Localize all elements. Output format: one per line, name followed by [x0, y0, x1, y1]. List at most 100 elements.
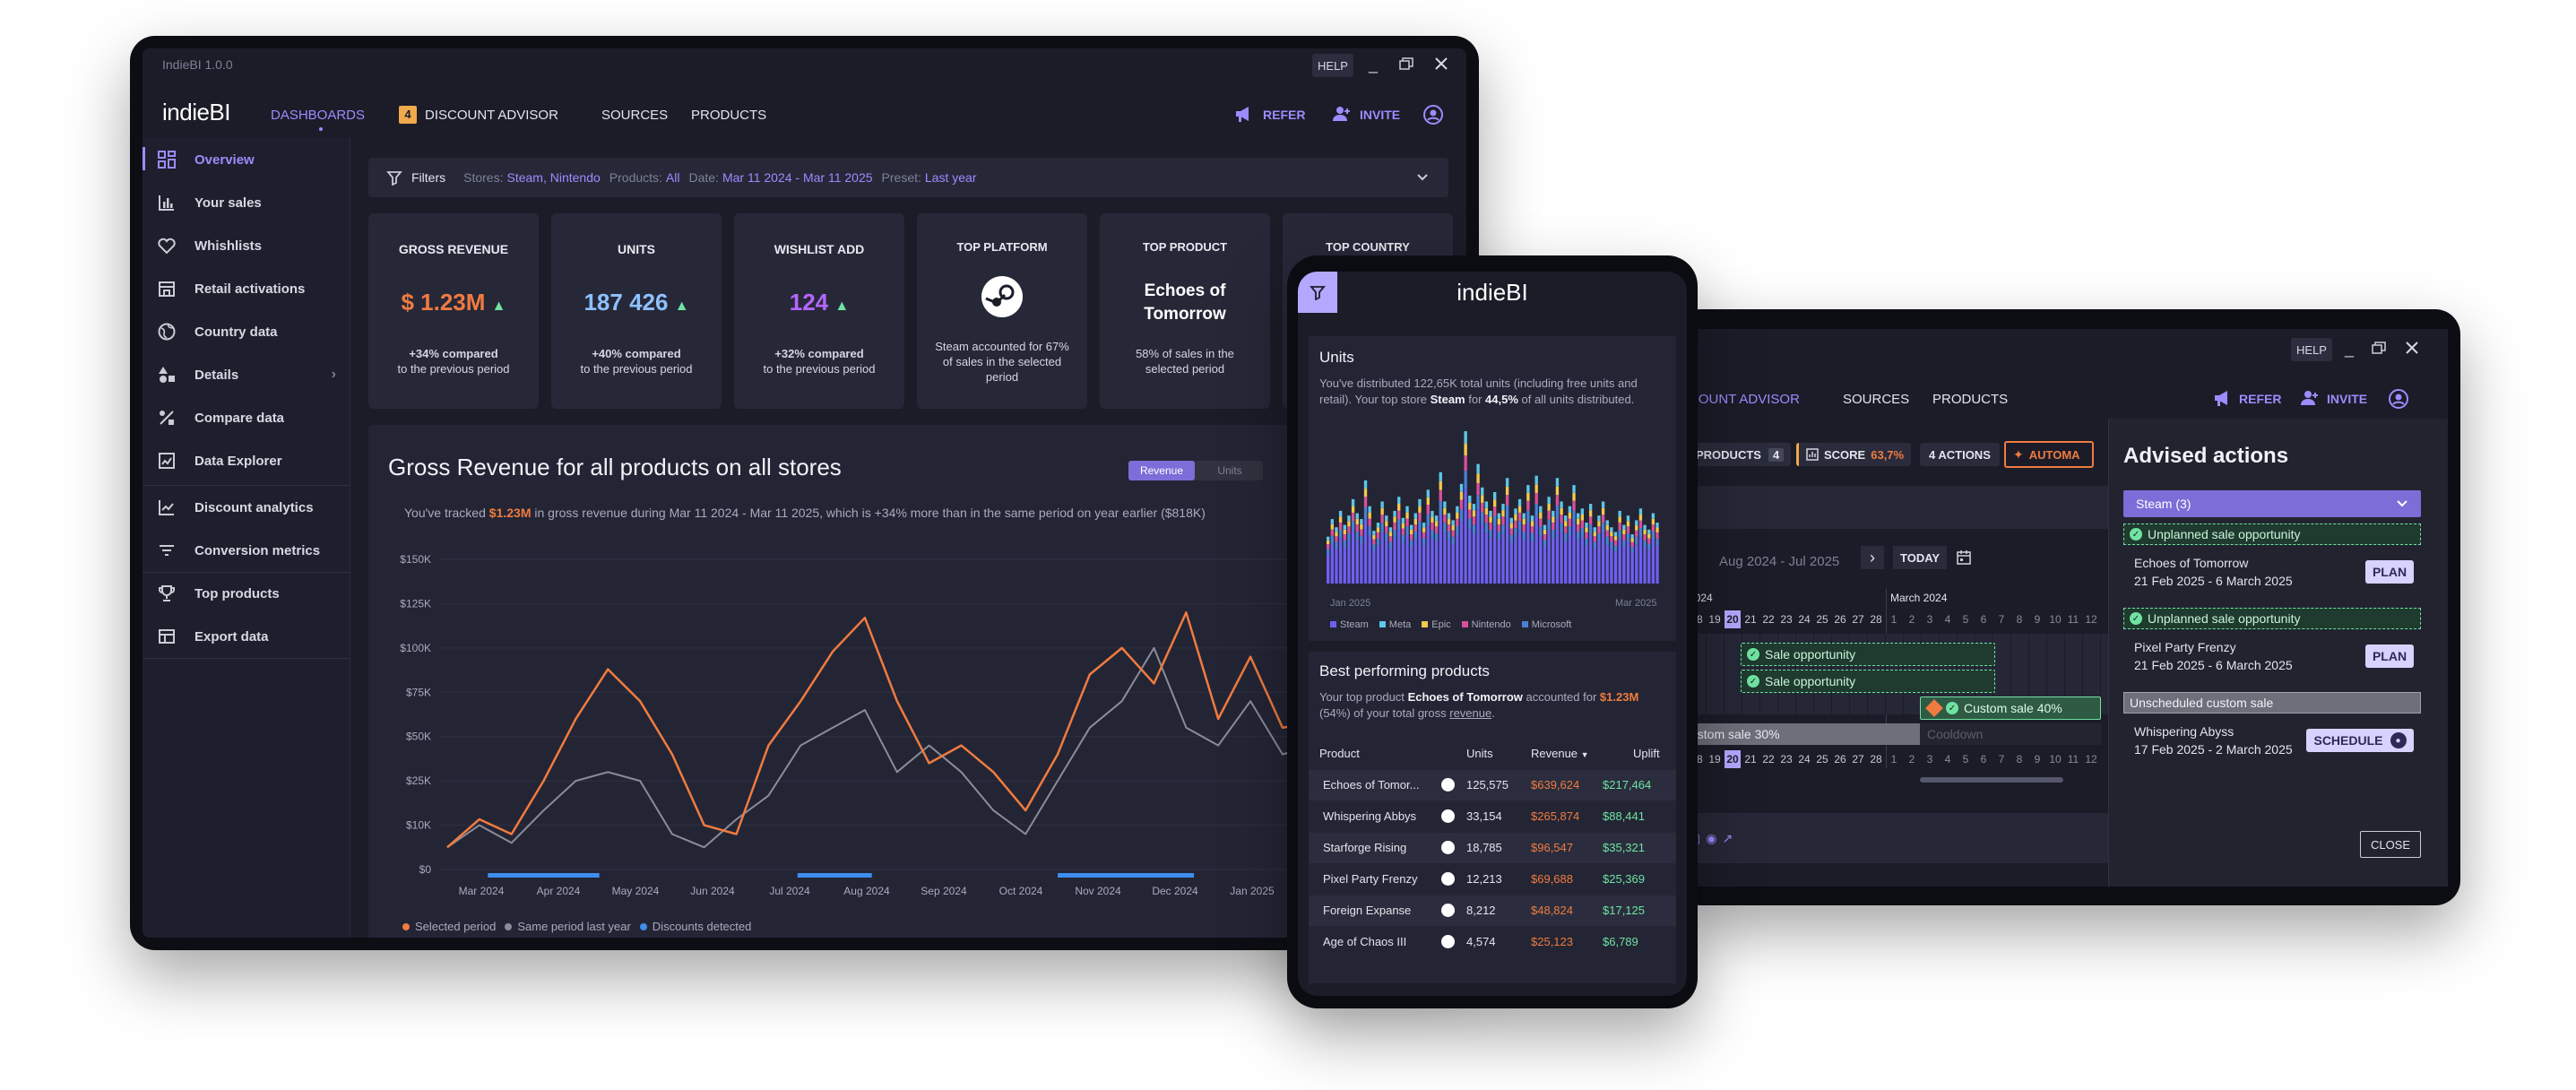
- units-bar[interactable]: [1580, 508, 1584, 584]
- sidebar-item-discount-analytics[interactable]: Discount analytics: [143, 486, 349, 529]
- sidebar-item-conversion-metrics[interactable]: Conversion metrics: [143, 529, 349, 572]
- day-cell[interactable]: 21: [1744, 753, 1757, 766]
- units-bar[interactable]: [1526, 485, 1530, 584]
- units-bar[interactable]: [1327, 536, 1330, 584]
- units-bar[interactable]: [1593, 527, 1596, 584]
- discount-period-marker[interactable]: [488, 873, 600, 878]
- minimize-icon[interactable]: _: [2345, 340, 2355, 358]
- units-bar[interactable]: [1560, 501, 1563, 584]
- day-cell[interactable]: 20: [1725, 750, 1741, 768]
- day-cell[interactable]: 10: [2049, 753, 2062, 766]
- units-bar[interactable]: [1439, 471, 1442, 584]
- units-bar[interactable]: [1509, 517, 1513, 584]
- day-cell[interactable]: 5: [1962, 753, 1969, 766]
- units-bar[interactable]: [1618, 510, 1621, 584]
- nav-products[interactable]: PRODUCTS: [691, 108, 767, 123]
- sale-opportunity-bar[interactable]: ✓ Sale opportunity: [1741, 670, 1995, 693]
- nav-products[interactable]: PRODUCTS: [1932, 392, 2009, 407]
- units-bar[interactable]: [1368, 506, 1371, 584]
- day-cell[interactable]: 27: [1852, 753, 1864, 766]
- day-cell[interactable]: 7: [1998, 613, 2005, 626]
- units-bar[interactable]: [1514, 508, 1517, 584]
- units-bar[interactable]: [1426, 489, 1430, 584]
- nav-dashboards[interactable]: DASHBOARDS: [271, 108, 366, 123]
- units-bar[interactable]: [1638, 508, 1643, 584]
- nav-sources[interactable]: SOURCES: [1843, 392, 1910, 407]
- units-bar[interactable]: [1501, 504, 1505, 584]
- units-bar[interactable]: [1472, 504, 1476, 584]
- units-bar[interactable]: [1588, 504, 1593, 584]
- add-user-icon[interactable]: [1332, 105, 1352, 123]
- chip-automation[interactable]: ✦ AUTOMA: [2004, 441, 2094, 468]
- day-cell[interactable]: 19: [1708, 613, 1721, 626]
- units-bar[interactable]: [1655, 523, 1659, 584]
- refer-button[interactable]: REFER: [1263, 108, 1306, 122]
- table-row[interactable]: Whispering Abbys 33,154 $265,874 $88,441: [1309, 801, 1676, 832]
- units-bar[interactable]: [1443, 501, 1447, 584]
- units-bar[interactable]: [1363, 480, 1368, 584]
- invite-button[interactable]: INVITE: [1360, 108, 1401, 122]
- sidebar-item-whishlists[interactable]: Whishlists: [143, 224, 349, 267]
- kpi-gross-revenue[interactable]: GROSS REVENUE $ 1.23M ▲ +34% compared to …: [368, 213, 539, 409]
- units-bar[interactable]: [1351, 498, 1355, 584]
- sidebar-item-retail-activations[interactable]: Retail activations: [143, 267, 349, 310]
- megaphone-icon[interactable]: [1234, 105, 1254, 123]
- toggle-revenue[interactable]: Revenue: [1128, 461, 1195, 480]
- units-bar[interactable]: [1610, 527, 1613, 584]
- day-cell[interactable]: 12: [2085, 753, 2097, 766]
- units-bar[interactable]: [1380, 501, 1384, 584]
- units-bar[interactable]: [1643, 524, 1647, 584]
- day-cell[interactable]: 8: [2016, 613, 2023, 626]
- units-bar[interactable]: [1413, 513, 1417, 584]
- next-range-icon[interactable]: ›: [1861, 546, 1884, 569]
- filter-button[interactable]: [1298, 272, 1337, 313]
- day-cell[interactable]: 8: [2016, 753, 2023, 766]
- units-bar[interactable]: [1385, 515, 1388, 584]
- units-bar[interactable]: [1484, 501, 1489, 584]
- kpi-top-product[interactable]: TOP PRODUCT Echoes of Tomorrow 58% of sal…: [1100, 213, 1270, 409]
- discount-period-marker[interactable]: [797, 873, 872, 878]
- sidebar-item-country-data[interactable]: Country data: [143, 310, 349, 353]
- day-cell[interactable]: 2: [1908, 753, 1915, 766]
- sale-opportunity-bar[interactable]: ✓ Sale opportunity: [1741, 643, 1995, 666]
- units-bar[interactable]: [1585, 523, 1588, 584]
- units-bar[interactable]: [1517, 498, 1522, 584]
- table-row[interactable]: Pixel Party Frenzy 12,213 $69,688 $25,369: [1309, 864, 1676, 895]
- day-cell[interactable]: 11: [2067, 613, 2079, 626]
- help-button[interactable]: HELP: [1312, 54, 1353, 77]
- day-cell[interactable]: 6: [1980, 753, 1987, 766]
- chip-actions[interactable]: 4 ACTIONS: [1920, 443, 2000, 466]
- minimize-icon[interactable]: _: [1369, 56, 1379, 74]
- units-bar[interactable]: [1476, 463, 1480, 584]
- sidebar-item-top-products[interactable]: Top products: [143, 572, 349, 615]
- units-bar[interactable]: [1372, 531, 1376, 584]
- units-bar-chart[interactable]: [1318, 422, 1669, 593]
- units-bar[interactable]: [1451, 520, 1455, 584]
- day-cell[interactable]: 26: [1834, 753, 1846, 766]
- filters-bar[interactable]: Filters Stores: Steam, Nintendo Products…: [368, 158, 1448, 197]
- stores-value[interactable]: Steam, Nintendo: [506, 170, 601, 185]
- units-bar[interactable]: [1355, 513, 1359, 584]
- units-bar[interactable]: [1431, 510, 1434, 584]
- units-bar[interactable]: [1497, 513, 1500, 584]
- units-bar[interactable]: [1418, 498, 1422, 584]
- day-cell[interactable]: 24: [1798, 753, 1811, 766]
- units-bar[interactable]: [1397, 497, 1401, 584]
- units-bar[interactable]: [1647, 529, 1651, 584]
- nav-discount-advisor[interactable]: COUNT ADVISOR: [1689, 392, 1800, 407]
- units-bar[interactable]: [1464, 431, 1467, 584]
- units-bar[interactable]: [1651, 513, 1655, 584]
- table-row[interactable]: Starforge Rising 18,785 $96,547 $35,321: [1309, 833, 1676, 863]
- chevron-down-icon[interactable]: [1416, 173, 1429, 182]
- day-cell[interactable]: 19: [1708, 753, 1721, 766]
- units-bar[interactable]: [1447, 513, 1451, 584]
- table-row[interactable]: Age of Chaos III 4,574 $25,123 $6,789: [1309, 927, 1676, 957]
- day-cell[interactable]: 10: [2049, 613, 2062, 626]
- units-bar[interactable]: [1613, 532, 1618, 584]
- revenue-link[interactable]: revenue: [1449, 706, 1492, 720]
- units-bar[interactable]: [1626, 515, 1630, 584]
- day-cell[interactable]: 26: [1834, 613, 1846, 626]
- day-cell[interactable]: 4: [1944, 753, 1951, 766]
- restore-icon[interactable]: [1399, 57, 1413, 70]
- day-cell[interactable]: 23: [1780, 753, 1793, 766]
